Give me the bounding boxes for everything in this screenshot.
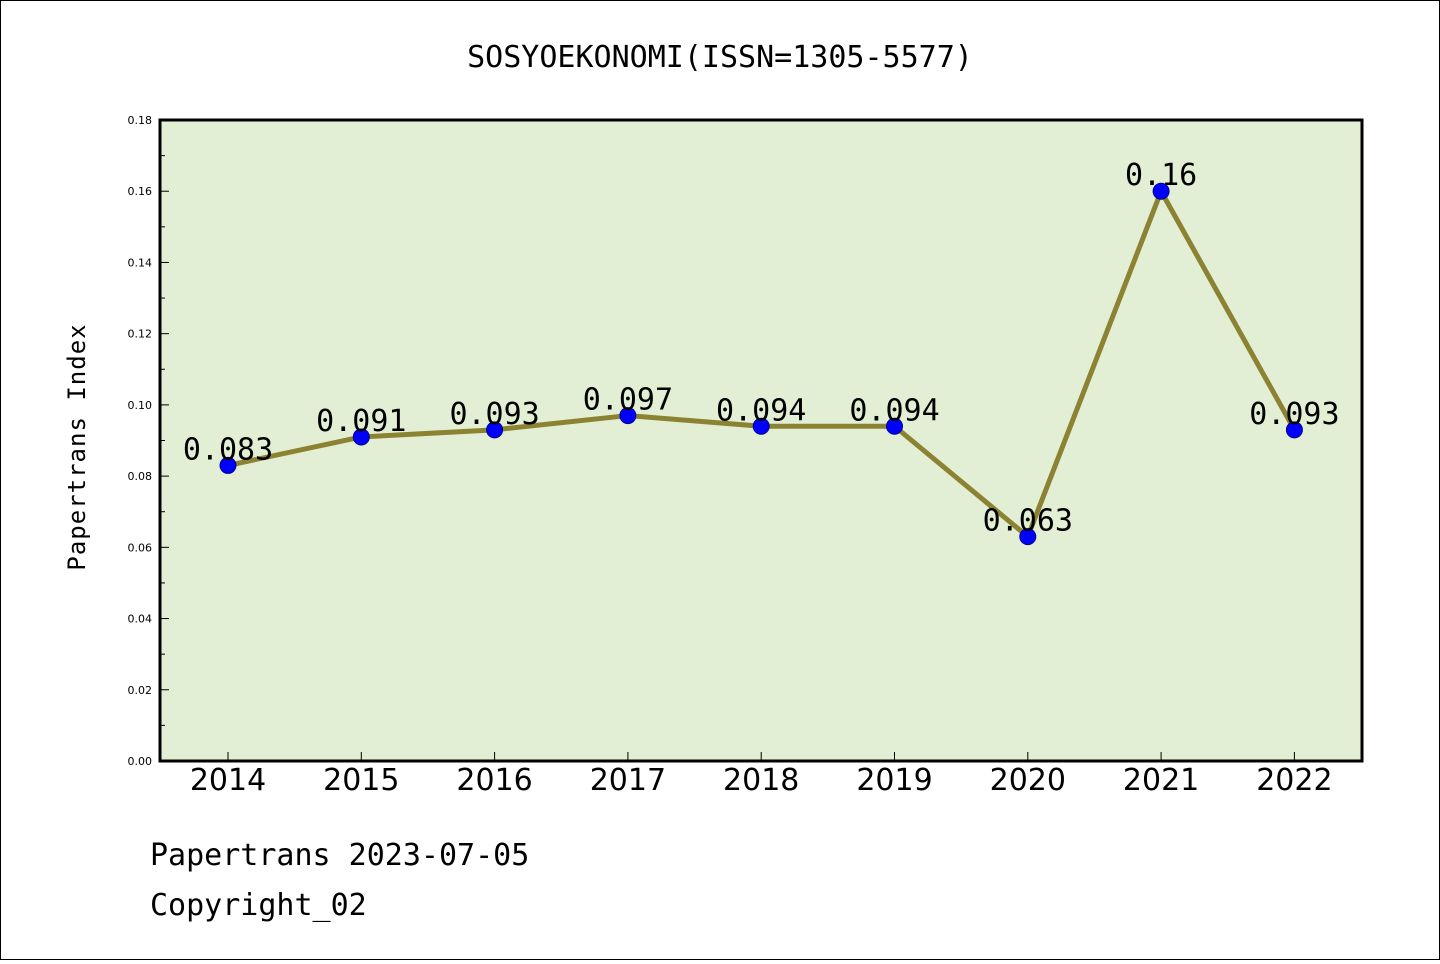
x-tick-label: 2016: [456, 763, 532, 798]
y-tick-label: 0.10: [128, 399, 153, 412]
data-point: [486, 421, 504, 439]
y-tick-label: 0.04: [128, 613, 153, 626]
x-tick-label: 2022: [1256, 763, 1332, 798]
data-point: [1019, 528, 1037, 546]
data-point: [1152, 182, 1170, 200]
data-label: 0.091: [316, 404, 406, 439]
y-tick-label: 0.12: [128, 328, 153, 341]
data-point: [1285, 421, 1303, 439]
data-point: [752, 417, 770, 435]
data-label: 0.16: [1125, 158, 1197, 193]
footer-copyright: Copyright_02: [150, 888, 367, 923]
data-point: [619, 407, 637, 425]
data-label: 0.063: [983, 504, 1073, 539]
y-axis-label: Papertrans Index: [63, 323, 91, 570]
x-tick-label: 2014: [190, 763, 266, 798]
x-tick-label: 2019: [856, 763, 932, 798]
x-tick-label: 2015: [323, 763, 399, 798]
y-tick-label: 0.00: [128, 755, 153, 768]
data-point: [219, 456, 237, 474]
y-tick-label: 0.06: [128, 541, 153, 554]
x-axis: 2014 2015 2016 2017 2018 2019 2020 2021 2022: [190, 752, 1333, 798]
y-axis: 0.00 0.02 0.04 0.06 0.08 0.10 0.12 0.14 0.16 0.18: [128, 114, 169, 768]
footer-date: Papertrans 2023-07-05: [150, 838, 529, 873]
x-tick-label: 2018: [723, 763, 799, 798]
data-label: 0.093: [449, 397, 539, 432]
y-tick-label: 0.16: [128, 185, 153, 198]
y-tick-label: 0.02: [128, 684, 153, 697]
data-label: 0.093: [1249, 397, 1339, 432]
data-label: 0.097: [583, 383, 673, 418]
data-label: 0.083: [183, 432, 273, 467]
x-tick-label: 2017: [590, 763, 666, 798]
data-point: [886, 417, 903, 435]
data-label: 0.094: [716, 393, 806, 428]
y-tick-label: 0.18: [128, 114, 153, 127]
chart-title: SOSYOEKONOMI(ISSN=1305-5577): [467, 40, 973, 75]
x-tick-label: 2021: [1123, 763, 1199, 798]
data-point: [352, 428, 370, 446]
data-label: 0.094: [849, 393, 939, 428]
y-tick-label: 0.14: [128, 256, 153, 269]
y-tick-label: 0.08: [128, 470, 153, 483]
x-tick-label: 2020: [990, 763, 1066, 798]
series-papertrans-index: 0.083 0.091 0.093 0.097 0.094 0.094 0.063 0.16 0…: [183, 158, 1340, 546]
